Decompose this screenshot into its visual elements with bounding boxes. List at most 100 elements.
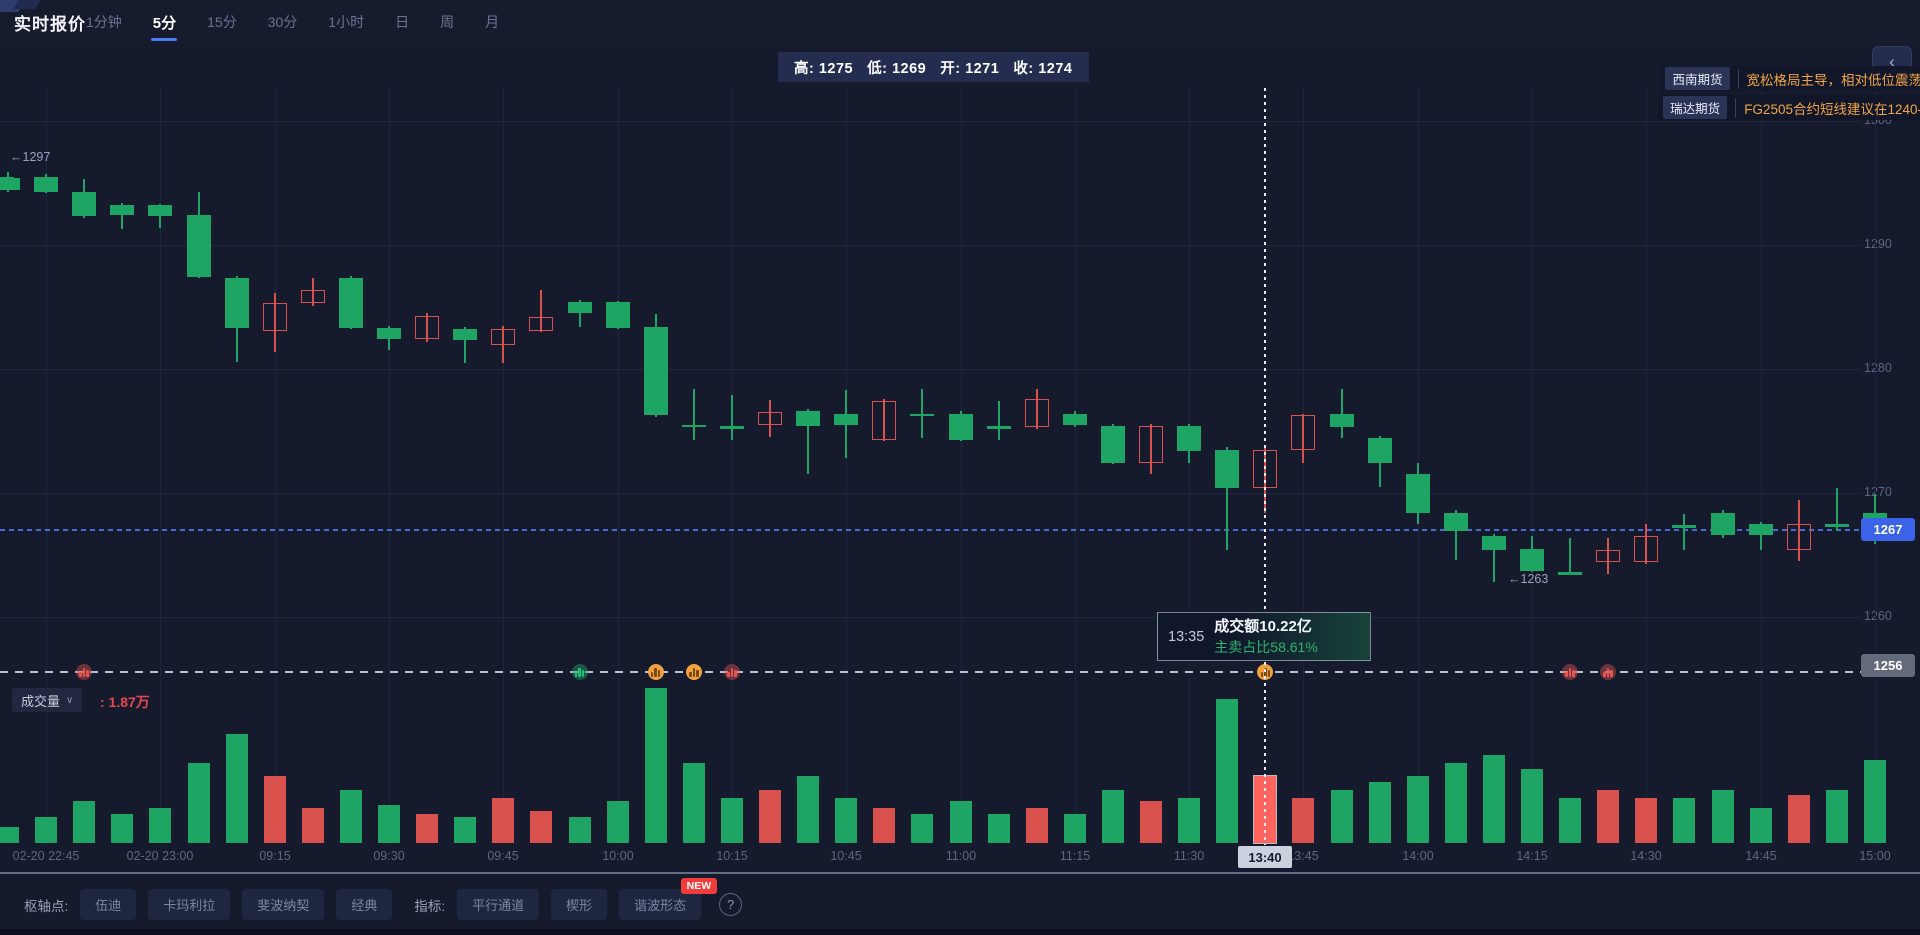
volume-bar-10:35[interactable] [759, 790, 781, 843]
volume-bar-14:30[interactable] [1635, 798, 1658, 843]
volume-indicator-dropdown[interactable]: 成交量 ∨ [12, 688, 83, 712]
volume-bar-14:45[interactable] [1749, 807, 1772, 843]
indicator-button-平行通道[interactable]: 平行通道 [457, 889, 540, 920]
pivot-button-伍迪[interactable]: 伍迪 [80, 889, 137, 920]
volume-bar-14:05[interactable] [1444, 763, 1467, 843]
candle-09:55[interactable] [567, 302, 592, 314]
candle-13:35[interactable] [1215, 449, 1240, 489]
volume-bar-10:50[interactable] [873, 807, 896, 843]
volume-bar-23:00[interactable] [149, 807, 172, 843]
volume-bar-11:20[interactable] [1101, 790, 1124, 843]
volume-bar-09:35[interactable] [416, 814, 439, 843]
red-signal-marker-icon[interactable] [1600, 664, 1617, 680]
candle-10:10[interactable] [681, 424, 706, 428]
pivot-button-卡玛利拉[interactable]: 卡玛利拉 [148, 889, 231, 920]
tab-interval-日[interactable]: 日 [395, 14, 410, 30]
volume-bar-13:35[interactable] [1216, 699, 1239, 843]
candle-14:40[interactable] [1710, 512, 1735, 536]
candle-22:45[interactable] [34, 176, 59, 192]
volume-bar-09:25[interactable] [339, 790, 362, 843]
candle-11:00[interactable] [948, 413, 973, 440]
volume-bar-10:05[interactable] [644, 687, 667, 843]
candle-14:50[interactable] [1786, 524, 1811, 551]
candle-10:40[interactable] [796, 411, 821, 427]
candle-14:30[interactable] [1634, 536, 1659, 563]
volume-bar-13:55[interactable] [1368, 782, 1391, 843]
volume-bar-09:15[interactable] [263, 775, 286, 843]
volume-bar-14:40[interactable] [1711, 790, 1734, 843]
volume-bar-10:45[interactable] [835, 798, 858, 843]
volume-bar-09:05[interactable] [187, 763, 210, 843]
candle-14:25[interactable] [1596, 550, 1621, 563]
candle-13:55[interactable] [1367, 438, 1392, 464]
candle-10:55[interactable] [910, 413, 935, 417]
candle-14:35[interactable] [1672, 525, 1697, 528]
volume-bar-14:20[interactable] [1559, 798, 1582, 843]
candle-14:00[interactable] [1405, 474, 1430, 513]
candle-09:35[interactable] [415, 315, 440, 340]
candle-14:20[interactable] [1558, 572, 1583, 575]
candle-09:05[interactable] [186, 215, 211, 278]
volume-bar-11:30[interactable] [1178, 798, 1201, 843]
volume-bar-15:00[interactable] [1863, 759, 1886, 843]
indicator-button-谐波形态[interactable]: 谐波形态 NEW [619, 878, 718, 920]
tab-interval-5分[interactable]: 5分 [151, 0, 178, 45]
volume-bar-09:10[interactable] [225, 734, 248, 843]
volume-bar-10:00[interactable] [606, 801, 629, 843]
indicator-button-楔形[interactable]: 楔形 [551, 889, 608, 920]
red-signal-marker-icon[interactable] [723, 664, 740, 680]
candle-22:50[interactable] [72, 191, 97, 217]
pane-divider[interactable] [0, 671, 1920, 673]
red-signal-marker-icon[interactable] [76, 664, 93, 680]
volume-bar-14:25[interactable] [1597, 790, 1620, 843]
volume-bar-11:10[interactable] [1025, 807, 1048, 843]
candle-10:00[interactable] [605, 302, 630, 329]
candle-11:30[interactable] [1177, 426, 1202, 451]
news-item[interactable]: 瑞达期货 FG2505合约短线建议在1240- [1658, 95, 1920, 120]
candle-11:25[interactable] [1139, 426, 1163, 464]
volume-bar-22:50[interactable] [73, 801, 96, 843]
candle-09:20[interactable] [300, 289, 325, 304]
volume-bar-22:40[interactable] [0, 827, 19, 843]
tab-interval-月[interactable]: 月 [485, 14, 500, 30]
volume-bar-11:00[interactable] [949, 801, 972, 843]
volume-bar-09:20[interactable] [301, 807, 324, 843]
candle-10:50[interactable] [872, 401, 897, 440]
candle-14:10[interactable] [1481, 536, 1506, 551]
candle-09:10[interactable] [224, 278, 249, 329]
candle-09:40[interactable] [453, 329, 478, 341]
volume-bar-10:10[interactable] [682, 763, 705, 843]
candle-10:15[interactable] [719, 426, 744, 429]
orange-alert-marker-icon[interactable] [647, 664, 664, 680]
candle-14:55[interactable] [1824, 524, 1849, 527]
candle-14:45[interactable] [1748, 524, 1773, 536]
volume-bar-14:10[interactable] [1482, 755, 1505, 843]
volume-bar-09:40[interactable] [454, 817, 477, 843]
volume-bar-14:00[interactable] [1406, 775, 1429, 843]
candle-14:05[interactable] [1443, 512, 1468, 532]
pivot-button-经典[interactable]: 经典 [336, 889, 393, 920]
candle-13:45[interactable] [1291, 414, 1316, 450]
green-signal-marker-icon[interactable] [571, 664, 588, 680]
help-icon[interactable]: ? [719, 893, 743, 916]
candle-09:45[interactable] [491, 329, 516, 346]
volume-bar-09:55[interactable] [568, 817, 591, 843]
volume-bar-13:45[interactable] [1292, 798, 1315, 843]
candle-09:30[interactable] [377, 328, 401, 340]
news-item[interactable]: 西南期货 宽松格局主导，相对低位震荡 [1660, 66, 1920, 91]
candle-23:00[interactable] [148, 205, 173, 217]
volume-bar-13:50[interactable] [1330, 790, 1353, 843]
candle-10:35[interactable] [758, 412, 782, 425]
volume-bar-10:15[interactable] [720, 798, 743, 843]
tab-interval-1分钟[interactable]: 1分钟 [86, 14, 122, 30]
volume-bar-09:30[interactable] [378, 804, 400, 843]
tab-interval-30分[interactable]: 30分 [267, 14, 298, 30]
candle-22:55[interactable] [110, 205, 135, 216]
volume-bar-09:50[interactable] [530, 811, 553, 843]
volume-bar-09:45[interactable] [492, 798, 515, 843]
candle-22:40[interactable] [0, 178, 20, 191]
candle-11:20[interactable] [1100, 426, 1125, 464]
tab-interval-15分[interactable]: 15分 [207, 14, 237, 30]
candle-11:10[interactable] [1024, 398, 1049, 428]
candle-10:45[interactable] [834, 413, 859, 425]
